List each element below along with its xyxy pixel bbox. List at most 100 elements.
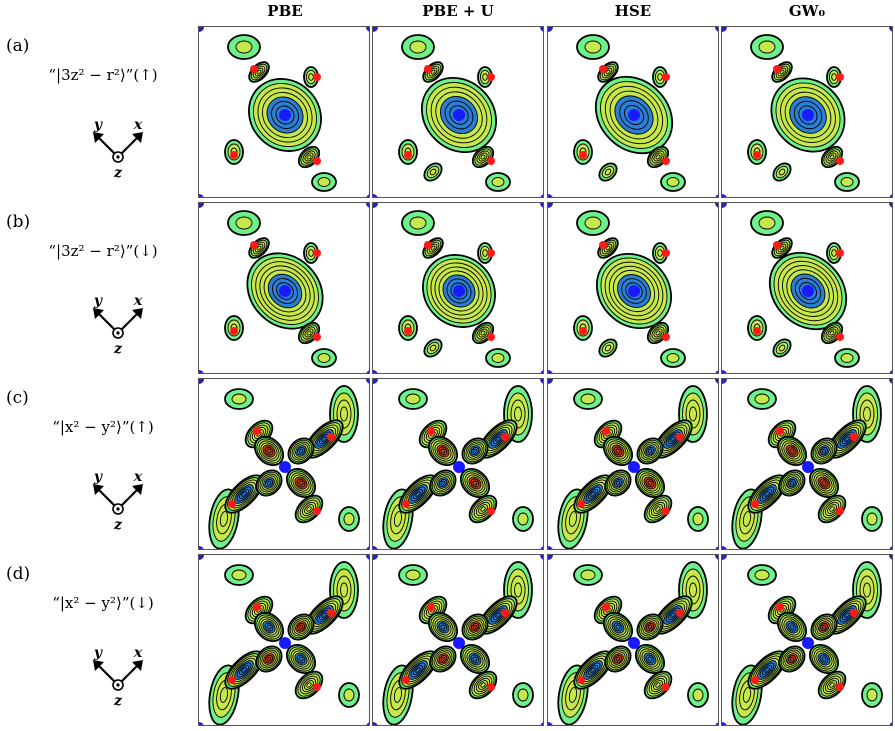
- corner-atom: [199, 27, 204, 32]
- corner-atom: [199, 203, 204, 208]
- ligand-atom: [487, 157, 495, 165]
- corner-atom: [373, 194, 378, 197]
- corner-atom: [199, 555, 204, 560]
- contour-lobe: [338, 506, 360, 532]
- corner-atom: [540, 722, 543, 725]
- corner-atom: [540, 546, 543, 549]
- contour-lobe: [478, 595, 518, 635]
- axis-label-z: z: [113, 517, 123, 533]
- corner-atom: [540, 370, 543, 373]
- contour-lobe: [423, 338, 443, 358]
- arrow-head-x: [132, 484, 143, 495]
- contour-lobe: [636, 613, 664, 641]
- contour-lobe: [660, 348, 686, 368]
- column-header-gw0: GW₀: [788, 2, 826, 20]
- contour-lobe: [772, 338, 792, 358]
- corner-atom: [548, 722, 553, 725]
- corner-atom: [366, 370, 369, 373]
- arrow-head-x: [132, 660, 143, 671]
- axis-glyph: y x z: [93, 469, 143, 533]
- contour-plot: [722, 203, 892, 373]
- panel-b-pbe-u: [372, 202, 544, 374]
- corner-atom: [366, 722, 369, 725]
- contour-lobe: [810, 437, 838, 465]
- ligand-atom: [836, 249, 844, 257]
- ligand-atom: [753, 327, 761, 335]
- corner-atom: [715, 379, 718, 384]
- contour-lobe: [398, 650, 438, 690]
- axis-label-y: y: [93, 293, 103, 309]
- contour-lobe: [401, 210, 435, 236]
- corner-atom: [715, 27, 718, 32]
- contour-lobe: [808, 643, 840, 675]
- center-atom: [802, 637, 814, 649]
- contour-lobe: [778, 645, 806, 673]
- ligand-atom: [602, 603, 610, 611]
- contour-lobe: [338, 682, 360, 708]
- ligand-atom: [313, 249, 321, 257]
- corner-atom: [548, 203, 553, 208]
- ligand-atom: [424, 65, 432, 73]
- contour-lobe: [808, 467, 840, 499]
- corner-atom: [889, 27, 892, 32]
- ligand-atom: [776, 603, 784, 611]
- contour-lobe: [598, 338, 618, 358]
- contour-lobe: [598, 162, 618, 182]
- corner-atom: [366, 379, 369, 384]
- contour-plot: [373, 203, 543, 373]
- contour-lobe: [398, 388, 428, 410]
- corner-atom: [540, 203, 543, 208]
- ligand-atom: [253, 603, 261, 611]
- ligand-atom: [404, 327, 412, 335]
- ligand-atom: [676, 609, 684, 617]
- corner-atom: [889, 194, 892, 197]
- ligand-atom: [501, 609, 509, 617]
- ligand-atom: [836, 157, 844, 165]
- arrow-head-y: [93, 308, 104, 319]
- ligand-atom: [836, 683, 844, 691]
- contour-lobe: [747, 564, 777, 586]
- contour-lobe: [304, 419, 344, 459]
- center-atom: [802, 285, 814, 297]
- contour-lobe: [750, 34, 784, 60]
- contour-lobe: [471, 145, 495, 169]
- center-atom: [279, 285, 291, 297]
- contour-lobe: [224, 388, 254, 410]
- column-header-pbe: PBE: [267, 2, 303, 20]
- contour-lobe: [576, 34, 610, 60]
- corner-atom: [722, 379, 727, 384]
- arrow-head-x: [132, 308, 143, 319]
- contour-lobe: [512, 506, 534, 532]
- contour-lobe: [248, 78, 322, 152]
- ligand-atom: [577, 676, 585, 684]
- corner-atom: [366, 194, 369, 197]
- contour-lobe: [652, 242, 668, 264]
- axis-label-y: y: [93, 117, 103, 133]
- contour-lobe: [253, 435, 285, 467]
- contour-lobe: [747, 388, 777, 410]
- contour-plot: [199, 379, 369, 549]
- contour-lobe: [687, 506, 709, 532]
- corner-atom: [722, 203, 727, 208]
- corner-atom: [373, 203, 378, 208]
- ligand-atom: [427, 603, 435, 611]
- contour-lobe: [834, 348, 860, 368]
- contour-lobe: [573, 564, 603, 586]
- contour-lobe: [227, 34, 261, 60]
- contour-lobe: [687, 682, 709, 708]
- contour-lobe: [429, 645, 457, 673]
- ligand-atom: [402, 676, 410, 684]
- ligand-atom: [487, 249, 495, 257]
- corner-atom: [722, 555, 727, 560]
- contour-lobe: [224, 564, 254, 586]
- corner-atom: [548, 379, 553, 384]
- contour-lobe: [817, 670, 847, 700]
- contour-lobe: [461, 437, 489, 465]
- contour-lobe: [303, 66, 319, 88]
- contour-lobe: [643, 670, 673, 700]
- contour-lobe: [478, 419, 518, 459]
- corner-atom: [366, 546, 369, 549]
- contour-plot: [548, 555, 718, 725]
- center-atom: [628, 461, 640, 473]
- center-atom: [802, 461, 814, 473]
